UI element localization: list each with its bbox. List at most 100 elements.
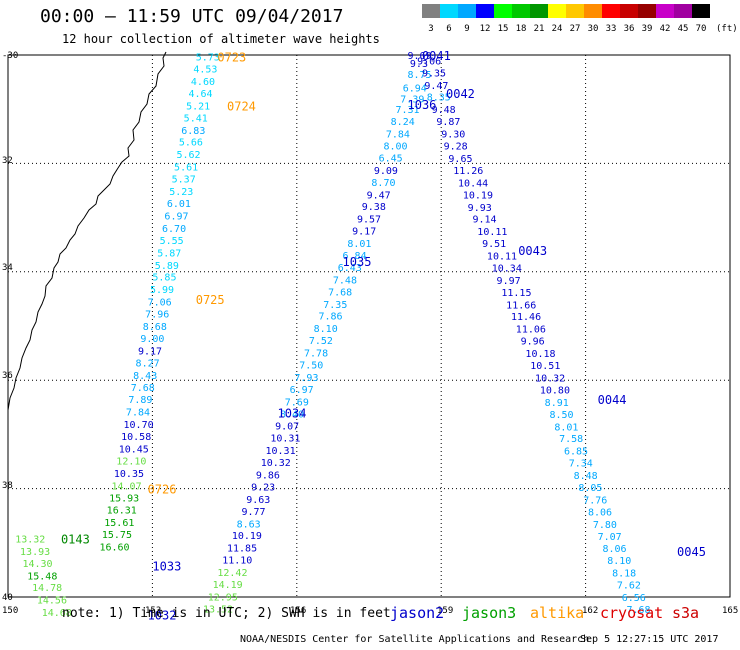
swh-value: 7.62 bbox=[617, 581, 641, 592]
swh-value: 7.58 bbox=[559, 434, 583, 445]
swh-value: 7.89 bbox=[128, 395, 152, 406]
scale-label: 9 bbox=[464, 24, 470, 34]
swh-value: 14.68 bbox=[42, 608, 72, 619]
swh-value: 5.61 bbox=[174, 163, 198, 174]
swh-value: 7.31 bbox=[395, 105, 419, 116]
swh-value: 7.76 bbox=[583, 495, 607, 506]
swh-value: 7.07 bbox=[598, 532, 622, 543]
swh-value: 10.18 bbox=[525, 349, 555, 360]
swh-value: 8.27 bbox=[136, 358, 160, 369]
units-note: note: 1) Time is in UTC; 2) SWH is in fe… bbox=[62, 606, 391, 621]
swh-value: 6.97 bbox=[290, 385, 314, 396]
swh-value: 9.38 bbox=[362, 202, 386, 213]
swh-value: 10.31 bbox=[270, 434, 300, 445]
pass-time-label: 1032 bbox=[148, 608, 177, 622]
swh-value: 10.11 bbox=[477, 227, 507, 238]
swh-value: 7.80 bbox=[593, 520, 617, 531]
swh-value: 9.69 bbox=[408, 51, 432, 62]
swh-value: 9.65 bbox=[448, 154, 472, 165]
lon-label: 150 bbox=[2, 606, 18, 616]
swh-value: 9.57 bbox=[357, 215, 381, 226]
swh-value: 11.26 bbox=[453, 166, 483, 177]
swh-value: 7.84 bbox=[386, 130, 410, 141]
pass-time-label: 0043 bbox=[518, 244, 547, 258]
swh-value: 11.15 bbox=[501, 288, 531, 299]
legend-cryosat: cryosat bbox=[600, 604, 664, 622]
scale-swatch bbox=[584, 4, 602, 18]
scale-label: 15 bbox=[497, 24, 509, 34]
scale-swatch bbox=[512, 4, 530, 18]
swh-value: 4.60 bbox=[191, 77, 215, 88]
scale-label: 39 bbox=[641, 24, 653, 34]
swh-value: 9.96 bbox=[521, 337, 545, 348]
swh-value: 6.45 bbox=[379, 153, 403, 164]
swh-value: 10.32 bbox=[261, 458, 291, 469]
swh-value: 7.68 bbox=[131, 383, 155, 394]
scale-label: 42 bbox=[659, 24, 671, 34]
swh-value: 9.09 bbox=[374, 166, 398, 177]
scale-swatch bbox=[620, 4, 638, 18]
swh-value: 7.35 bbox=[323, 300, 347, 311]
swh-value: 8.70 bbox=[371, 178, 395, 189]
swh-value: 8.06 bbox=[588, 507, 612, 518]
swh-value: 14.30 bbox=[22, 559, 52, 570]
scale-swatch bbox=[638, 4, 656, 18]
swh-value: 9.3 bbox=[410, 59, 434, 70]
lon-label: 162 bbox=[582, 606, 598, 616]
swh-value: 10.32 bbox=[535, 373, 565, 384]
swh-value: 4.64 bbox=[189, 89, 213, 100]
legend-jason3: jason3 bbox=[462, 604, 517, 622]
scale-label: 70 bbox=[695, 24, 707, 34]
swh-value: 6.84 bbox=[343, 251, 367, 262]
swh-value: 7.48 bbox=[333, 275, 357, 286]
swh-value: 9.35 bbox=[422, 68, 446, 79]
scale-label: 30 bbox=[587, 24, 599, 34]
swh-value: 8.91 bbox=[545, 398, 569, 409]
swh-value: 10.19 bbox=[232, 531, 262, 542]
scale-swatch bbox=[674, 4, 692, 18]
jason2-track-b: 9.069.35 9.478.359.489.87 9.309.289.6511.2… bbox=[417, 56, 650, 616]
legend-altika: altika bbox=[530, 604, 585, 622]
pass-time-label: 1033 bbox=[152, 560, 181, 574]
swh-value: 16.31 bbox=[107, 506, 137, 517]
scale-label: 3 bbox=[428, 24, 434, 34]
swh-value: 8.18 bbox=[612, 569, 636, 580]
swh-value: 6.94 bbox=[403, 84, 427, 95]
swh-value: 9.06 bbox=[417, 56, 441, 67]
scale-swatch bbox=[692, 4, 710, 18]
swh-value: 5.62 bbox=[176, 150, 200, 161]
swh-value: 7.84 bbox=[126, 408, 150, 419]
swh-value: 9.63 bbox=[246, 495, 270, 506]
swh-value: 9.47 bbox=[367, 190, 391, 201]
footer-credit: NOAA/NESDIS Center for Satellite Applica… bbox=[240, 634, 590, 645]
lon-label: 153 bbox=[145, 606, 161, 616]
swh-value: 10.45 bbox=[119, 444, 149, 455]
swh-value: 7.50 bbox=[299, 360, 323, 371]
swh-value: 8.68 bbox=[143, 322, 167, 333]
swh-value: 7.68 bbox=[328, 287, 352, 298]
lon-label: 159 bbox=[437, 606, 453, 616]
swh-value: 5.73 bbox=[196, 53, 220, 64]
swh-value: 9.47 bbox=[424, 81, 448, 92]
latitude-labels: -30 32 34 36 38 40 bbox=[2, 51, 18, 603]
swh-value: 8.01 bbox=[554, 422, 578, 433]
wave-height-color-scale: 3 6 9 12 15 18 21 24 27 30 33 36 39 42 45 70 (ft) bbox=[422, 4, 738, 34]
swh-value: 8.43 bbox=[133, 371, 157, 382]
swh-value: 5.66 bbox=[179, 138, 203, 149]
swh-value: 10.80 bbox=[540, 385, 570, 396]
swh-value: 9.00 bbox=[140, 334, 164, 345]
swh-value: 11.66 bbox=[506, 300, 536, 311]
scale-label: 36 bbox=[623, 24, 635, 34]
swh-value: 9.17 bbox=[138, 346, 162, 357]
swh-value: 12.10 bbox=[116, 456, 146, 467]
lat-lon-grid bbox=[7, 54, 731, 598]
swh-value: 5.55 bbox=[160, 236, 184, 247]
pass-time-label: 0044 bbox=[598, 393, 627, 407]
lat-label: -30 bbox=[2, 51, 18, 61]
swh-value: 9.86 bbox=[256, 471, 280, 482]
swh-value: 5.89 bbox=[155, 261, 179, 272]
swh-value: 8.35 bbox=[427, 93, 451, 104]
